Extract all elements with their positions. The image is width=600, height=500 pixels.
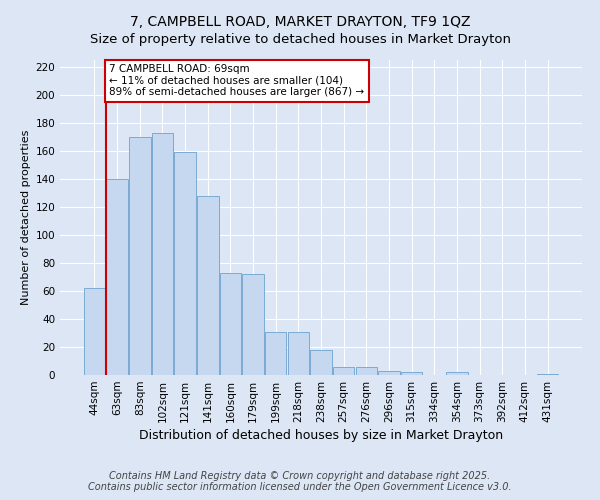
Bar	[220, 273, 241, 375]
Bar	[152, 133, 173, 375]
Bar	[537, 374, 558, 375]
Bar	[401, 372, 422, 375]
Bar	[265, 332, 286, 375]
Y-axis label: Number of detached properties: Number of detached properties	[21, 130, 31, 305]
Bar	[197, 196, 218, 375]
Text: 7 CAMPBELL ROAD: 69sqm
← 11% of detached houses are smaller (104)
89% of semi-de: 7 CAMPBELL ROAD: 69sqm ← 11% of detached…	[109, 64, 364, 98]
Bar	[106, 179, 128, 375]
Bar	[378, 371, 400, 375]
Bar	[84, 288, 105, 375]
Text: Size of property relative to detached houses in Market Drayton: Size of property relative to detached ho…	[89, 32, 511, 46]
Bar	[446, 372, 467, 375]
Bar	[242, 274, 264, 375]
Bar	[333, 366, 355, 375]
Bar	[310, 350, 332, 375]
Bar	[287, 332, 309, 375]
Bar	[175, 152, 196, 375]
Bar	[129, 137, 151, 375]
Text: Contains HM Land Registry data © Crown copyright and database right 2025.
Contai: Contains HM Land Registry data © Crown c…	[88, 471, 512, 492]
Text: 7, CAMPBELL ROAD, MARKET DRAYTON, TF9 1QZ: 7, CAMPBELL ROAD, MARKET DRAYTON, TF9 1Q…	[130, 15, 470, 29]
Bar	[356, 366, 377, 375]
X-axis label: Distribution of detached houses by size in Market Drayton: Distribution of detached houses by size …	[139, 429, 503, 442]
